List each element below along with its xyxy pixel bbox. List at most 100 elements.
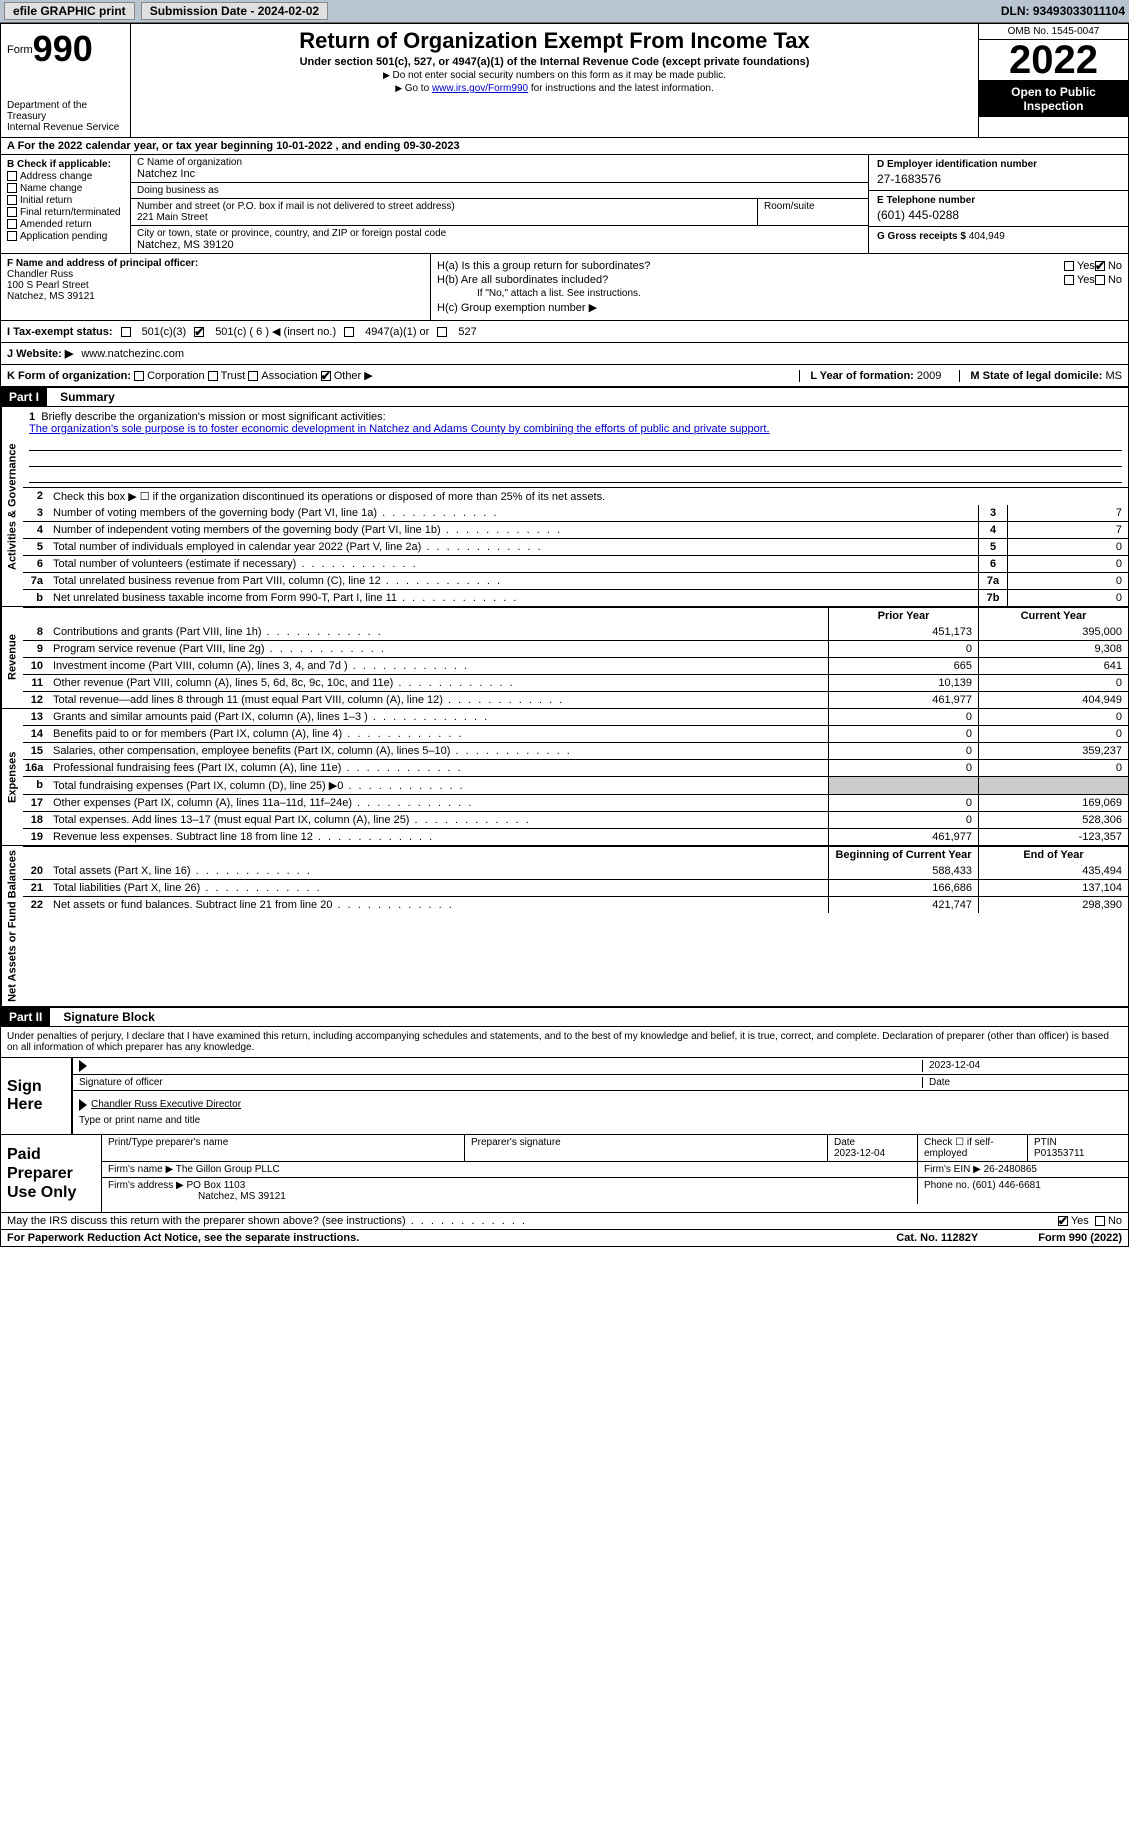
part1-title: Summary <box>50 390 115 404</box>
opt-0: Address change <box>20 171 92 182</box>
k-label: K Form of organization: <box>7 370 131 382</box>
hb-yes-box[interactable] <box>1064 275 1074 285</box>
prep-sig-head: Preparer's signature <box>465 1135 828 1161</box>
dln-label: DLN: 93493033011104 <box>1001 4 1125 18</box>
chk-app-pending[interactable]: Application pending <box>7 231 124 242</box>
sign-here-row: Sign Here 2023-12-04 Signature of office… <box>1 1058 1128 1135</box>
revenue-section: Revenue Prior Year Current Year 8Contrib… <box>1 607 1128 709</box>
ha-no-box[interactable] <box>1095 261 1105 271</box>
sig-line-1-lbl: Signature of officer Date <box>73 1075 1128 1091</box>
chk-other[interactable] <box>321 371 331 381</box>
ptin-lbl: PTIN <box>1034 1137 1057 1148</box>
line-2: 2 Check this box ▶ ☐ if the organization… <box>23 487 1128 505</box>
na-header: Beginning of Current Year End of Year <box>23 846 1128 863</box>
summary-line-16a: 16aProfessional fundraising fees (Part I… <box>23 759 1128 776</box>
f-label: F Name and address of principal officer: <box>7 258 198 269</box>
gross-label: G Gross receipts $ <box>877 231 966 242</box>
irs-link[interactable]: www.irs.gov/Form990 <box>432 83 528 94</box>
addr-row: Number and street (or P.O. box if mail i… <box>131 199 868 226</box>
irs-label: Internal Revenue Service <box>7 122 124 133</box>
gross-cell: G Gross receipts $ 404,949 <box>869 227 1128 246</box>
rev-header: Prior Year Current Year <box>23 607 1128 624</box>
opt-other: Other ▶ <box>334 370 373 382</box>
summary-line-6: 6Total number of volunteers (estimate if… <box>23 555 1128 572</box>
prep-row-2: Firm's name ▶ The Gillon Group PLLC Firm… <box>102 1162 1128 1178</box>
hb-label: H(b) Are all subordinates included? <box>437 274 1064 286</box>
vtab-exp: Expenses <box>1 709 23 845</box>
goto-post: for instructions and the latest informat… <box>528 83 714 94</box>
section-m: M State of legal domicile: MS <box>959 370 1122 382</box>
prep-date-lbl: Date <box>834 1137 855 1148</box>
form-no-value: 990 <box>33 28 93 69</box>
org-name: Natchez Inc <box>137 168 862 180</box>
line-1: 1 Briefly describe the organization's mi… <box>23 407 1128 487</box>
efile-print-button[interactable]: efile GRAPHIC print <box>4 2 135 20</box>
b-header: B Check if applicable: <box>7 159 124 170</box>
city-label: City or town, state or province, country… <box>137 228 862 239</box>
opt-corp: Corporation <box>147 370 204 382</box>
chk-trust[interactable] <box>208 371 218 381</box>
hb-no-box[interactable] <box>1095 275 1105 285</box>
form-header: Form990 Department of the Treasury Inter… <box>1 24 1128 138</box>
paid-preparer-row: Paid Preparer Use Only Print/Type prepar… <box>1 1135 1128 1214</box>
chk-address-change[interactable]: Address change <box>7 171 124 182</box>
chk-501c3[interactable] <box>121 327 131 337</box>
m-label: M State of legal domicile: <box>970 370 1102 382</box>
entity-info: B Check if applicable: Address change Na… <box>1 155 1128 254</box>
chk-amended[interactable]: Amended return <box>7 219 124 230</box>
ha-row: H(a) Is this a group return for subordin… <box>437 260 1122 272</box>
opt-4947: 4947(a)(1) or <box>365 326 429 338</box>
ein-val: 26-2480865 <box>984 1164 1037 1175</box>
blank-line-1 <box>29 437 1122 451</box>
ag-body: 1 Briefly describe the organization's mi… <box>23 407 1128 606</box>
phone-lbl: Phone no. <box>924 1180 970 1191</box>
prior-year-head: Prior Year <box>828 608 978 624</box>
sig-arrow-icon-2 <box>79 1099 87 1111</box>
m-value: MS <box>1106 370 1123 382</box>
top-toolbar: efile GRAPHIC print Submission Date - 20… <box>0 0 1129 23</box>
hb-yes: Yes <box>1077 274 1095 286</box>
ha-label: H(a) Is this a group return for subordin… <box>437 260 1064 272</box>
row-fh: F Name and address of principal officer:… <box>1 254 1128 321</box>
chk-name-change[interactable]: Name change <box>7 183 124 194</box>
hb-no: No <box>1108 274 1122 286</box>
discuss-no: No <box>1108 1215 1122 1227</box>
prep-self-emp: Check ☐ if self-employed <box>918 1135 1028 1161</box>
mission-text: The organization's sole purpose is to fo… <box>29 423 770 435</box>
form-container: Form990 Department of the Treasury Inter… <box>0 23 1129 1247</box>
submission-date-button[interactable]: Submission Date - 2024-02-02 <box>141 2 328 20</box>
summary-line-13: 13Grants and similar amounts paid (Part … <box>23 709 1128 725</box>
discuss-yes: Yes <box>1071 1215 1089 1227</box>
vtab-ag: Activities & Governance <box>1 407 23 606</box>
chk-final-return[interactable]: Final return/terminated <box>7 207 124 218</box>
penalties-text: Under penalties of perjury, I declare th… <box>1 1027 1128 1058</box>
header-center: Return of Organization Exempt From Incom… <box>131 24 978 137</box>
chk-527[interactable] <box>437 327 447 337</box>
officer-name: Chandler Russ <box>7 269 73 280</box>
part2-header: Part II Signature Block <box>1 1007 1128 1027</box>
row-j-website: J Website: ▶ www.natchezinc.com <box>1 343 1128 365</box>
addr-lbl: Firm's address ▶ <box>108 1180 184 1191</box>
discuss-no-box[interactable] <box>1095 1216 1105 1226</box>
summary-line-b: bNet unrelated business taxable income f… <box>23 589 1128 606</box>
discuss-yes-box[interactable] <box>1058 1216 1068 1226</box>
city-value: Natchez, MS 39120 <box>137 239 862 251</box>
chk-assoc[interactable] <box>248 371 258 381</box>
pra-notice: For Paperwork Reduction Act Notice, see … <box>7 1232 896 1244</box>
sig-date-label: Date <box>922 1077 1122 1088</box>
addr2-val: Natchez, MS 39121 <box>108 1191 286 1202</box>
ha-yes-box[interactable] <box>1064 261 1074 271</box>
chk-4947[interactable] <box>344 327 354 337</box>
summary-line-15: 15Salaries, other compensation, employee… <box>23 742 1128 759</box>
form-subtitle: Under section 501(c), 527, or 4947(a)(1)… <box>141 56 968 68</box>
chk-501c[interactable] <box>194 327 204 337</box>
expenses-section: Expenses 13Grants and similar amounts pa… <box>1 709 1128 846</box>
hc-label: H(c) Group exemption number ▶ <box>437 301 1122 314</box>
discuss-row: May the IRS discuss this return with the… <box>1 1213 1128 1230</box>
officer-name-title: Chandler Russ Executive Director <box>91 1099 1122 1111</box>
paid-preparer-label: Paid Preparer Use Only <box>1 1135 101 1213</box>
header-left: Form990 Department of the Treasury Inter… <box>1 24 131 137</box>
chk-corp[interactable] <box>134 371 144 381</box>
goto-pre: Go to <box>405 83 432 94</box>
chk-initial-return[interactable]: Initial return <box>7 195 124 206</box>
